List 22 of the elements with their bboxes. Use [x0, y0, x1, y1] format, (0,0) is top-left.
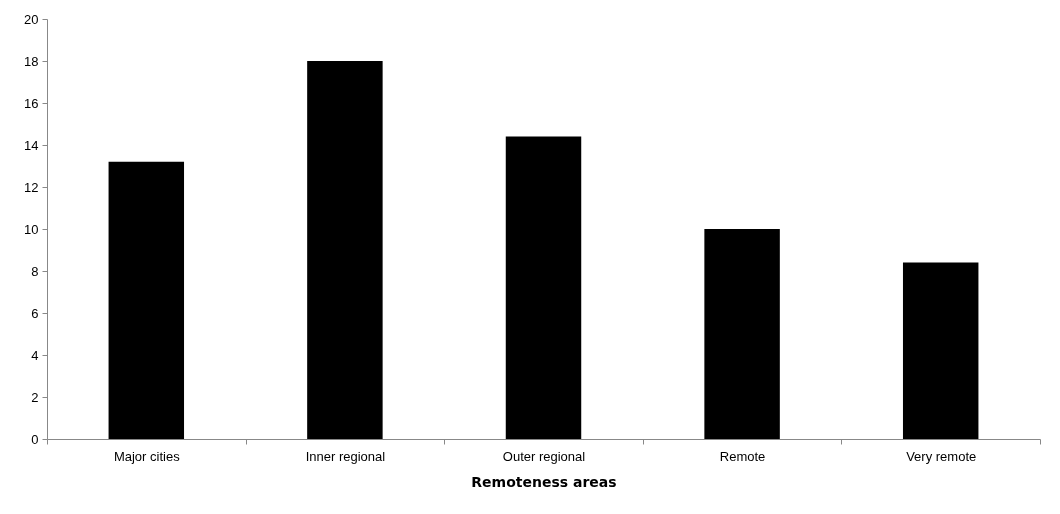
bar: [108, 161, 185, 439]
bar: [307, 61, 383, 439]
bar: [902, 262, 979, 439]
y-tick-label: 10: [24, 221, 39, 237]
x-tick-label: Remote: [719, 448, 766, 464]
y-tick-label: 16: [24, 95, 39, 111]
y-tick-label: 6: [31, 305, 39, 321]
bar: [704, 229, 780, 439]
y-tick-label: 8: [31, 263, 39, 279]
y-tick-label: 18: [24, 53, 39, 69]
y-tick-label: 20: [24, 11, 39, 27]
y-tick-label: 4: [31, 347, 39, 363]
y-tick-label: 0: [31, 431, 39, 447]
x-tick-label: Very remote: [906, 448, 977, 464]
x-axis-title: Remoteness areas: [471, 473, 617, 490]
bar: [505, 136, 582, 439]
y-tick-label: 14: [24, 137, 39, 153]
x-tick-label: Inner regional: [305, 448, 386, 464]
x-tick-label: Major cities: [113, 448, 181, 464]
y-tick-label: 2: [31, 389, 39, 405]
x-tick-label: Outer regional: [502, 448, 586, 464]
y-tick-label: 12: [24, 179, 39, 195]
